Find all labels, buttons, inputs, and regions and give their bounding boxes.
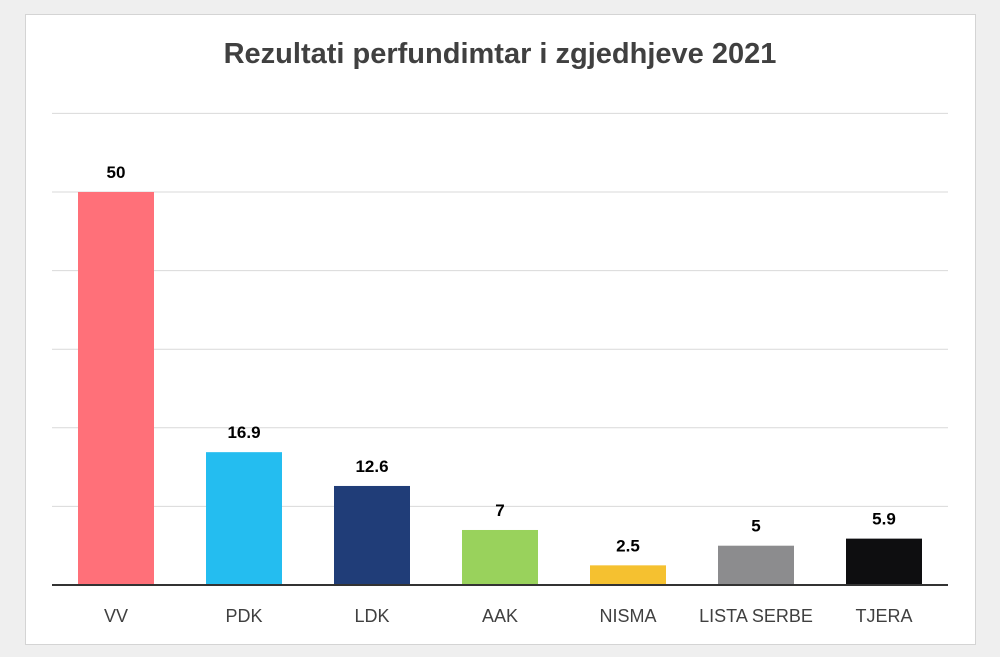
bar-tjera [846,538,922,585]
value-label: 7 [495,501,504,520]
category-label: TJERA [855,606,912,626]
bar-aak [462,529,538,585]
value-label: 16.9 [227,423,260,442]
category-label: LISTA SERBE [699,606,813,626]
chart-title: Rezultati perfundimtar i zgjedhjeve 2021 [223,38,777,70]
category-label: PDK [225,606,262,626]
category-label: AAK [482,606,518,626]
category-label: LDK [354,606,389,626]
value-label: 5 [751,517,760,536]
value-label: 50 [107,163,126,182]
bars [78,192,922,585]
value-labels: 50 16.9 12.6 7 2.5 5 5.9 [107,163,896,555]
gridlines [52,112,948,507]
category-label: NISMA [599,606,656,626]
value-label: 2.5 [616,536,640,555]
bar-nisma [590,565,666,585]
bar-ldk [334,485,410,585]
category-labels: VV PDK LDK AAK NISMA LISTA SERBE TJERA [104,606,913,626]
category-label: VV [104,606,128,626]
bar-pdk [206,452,282,585]
bar-lista-serbe [718,545,794,585]
value-label: 5.9 [872,510,896,529]
value-label: 12.6 [355,457,388,476]
bar-vv [78,192,154,585]
